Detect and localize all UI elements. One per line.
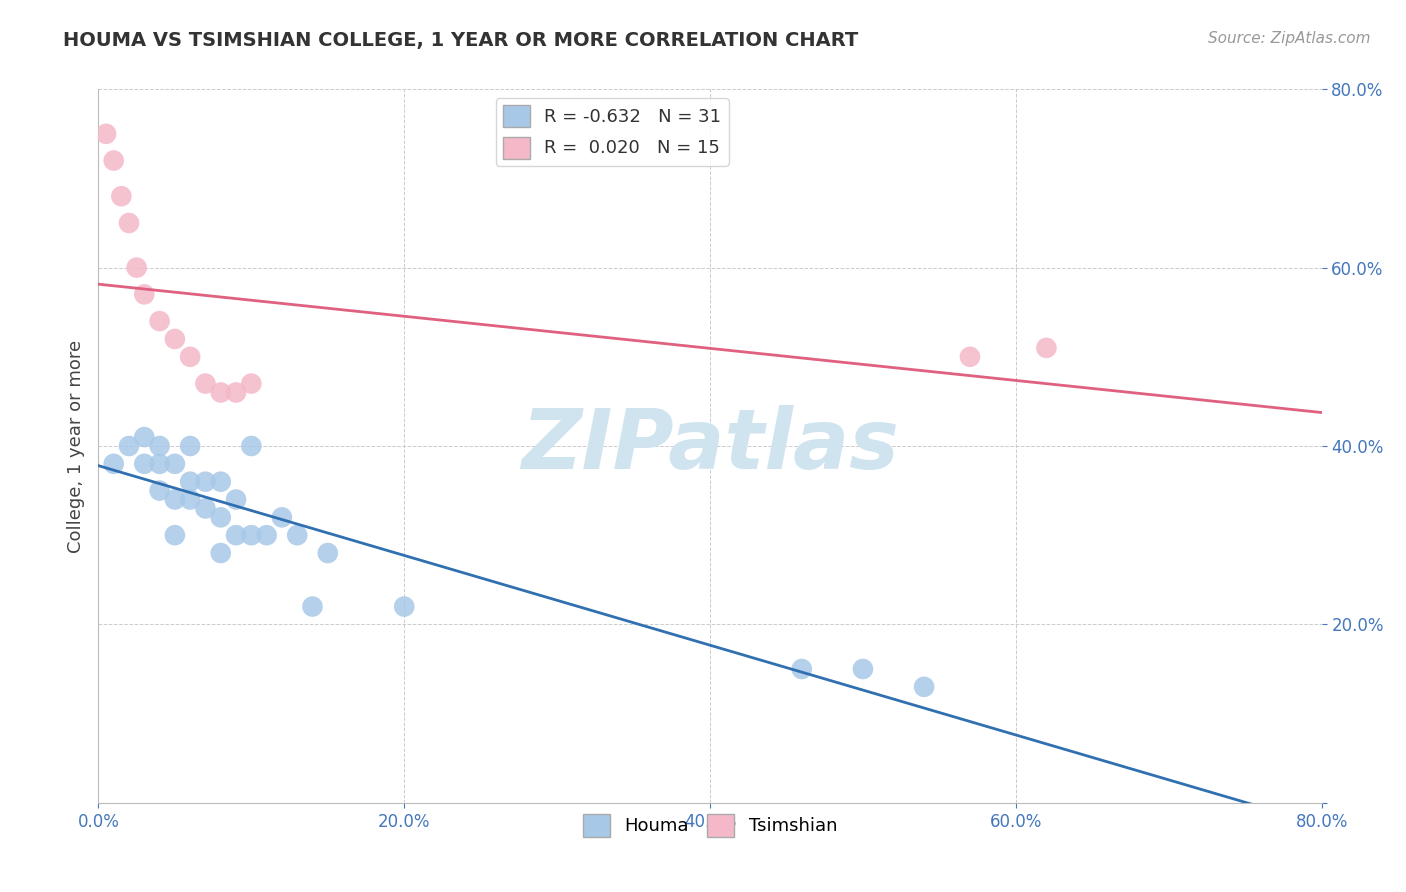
Point [149, 314, 172, 328]
Point [240, 528, 263, 542]
Point [110, 189, 132, 203]
Point [1035, 341, 1057, 355]
Point [179, 492, 201, 507]
Point [163, 457, 186, 471]
Point [209, 510, 232, 524]
Point [270, 510, 292, 524]
Point [94, 127, 117, 141]
Point [134, 457, 156, 471]
Point [959, 350, 981, 364]
Point [225, 385, 247, 400]
Point [240, 439, 263, 453]
Y-axis label: College, 1 year or more: College, 1 year or more [66, 340, 84, 552]
Point [209, 475, 232, 489]
Point [103, 457, 125, 471]
Point [149, 483, 172, 498]
Point [392, 599, 416, 614]
Point [912, 680, 935, 694]
Point [118, 439, 141, 453]
Point [225, 492, 247, 507]
Point [256, 528, 278, 542]
Text: HOUMA VS TSIMSHIAN COLLEGE, 1 YEAR OR MORE CORRELATION CHART: HOUMA VS TSIMSHIAN COLLEGE, 1 YEAR OR MO… [63, 31, 859, 50]
Point [163, 528, 186, 542]
Point [209, 546, 232, 560]
Point [285, 528, 308, 542]
Point [125, 260, 148, 275]
Point [149, 457, 172, 471]
Point [118, 216, 141, 230]
Point [240, 376, 263, 391]
Point [790, 662, 813, 676]
Point [163, 332, 186, 346]
Text: Source: ZipAtlas.com: Source: ZipAtlas.com [1208, 31, 1371, 46]
Point [179, 439, 201, 453]
Point [149, 439, 172, 453]
Point [103, 153, 125, 168]
Point [301, 599, 323, 614]
Point [209, 385, 232, 400]
Point [134, 287, 156, 301]
Point [179, 475, 201, 489]
Legend: Houma, Tsimshian: Houma, Tsimshian [575, 807, 845, 844]
Point [225, 528, 247, 542]
Point [194, 501, 217, 516]
Point [163, 492, 186, 507]
Point [194, 376, 217, 391]
Point [134, 430, 156, 444]
Point [179, 350, 201, 364]
Point [194, 475, 217, 489]
Text: ZIPatlas: ZIPatlas [522, 406, 898, 486]
Point [316, 546, 339, 560]
Point [852, 662, 875, 676]
